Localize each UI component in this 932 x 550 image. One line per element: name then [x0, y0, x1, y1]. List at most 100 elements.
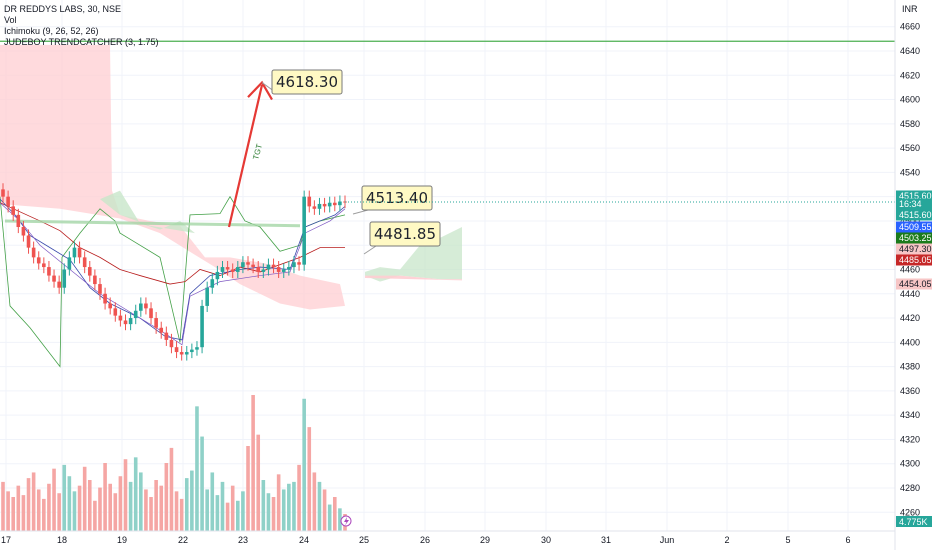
candle-body — [77, 247, 82, 258]
price-tick-label: 4560 — [900, 143, 920, 153]
price-tick-label: 4320 — [900, 434, 920, 444]
price-tick-label: 4620 — [900, 70, 920, 80]
candle-body — [113, 308, 118, 316]
price-tag-label: 16:34 — [899, 199, 922, 209]
volume-bar — [164, 463, 169, 531]
cloud-bull-left — [100, 190, 195, 234]
candle-body — [16, 214, 21, 228]
candle-body — [205, 287, 209, 306]
volume-bar — [36, 489, 41, 531]
time-tick-label: 22 — [178, 535, 188, 545]
legend-trendcatcher[interactable]: JUDEBOY TRENDCATCHER (3, 1.75) — [4, 37, 159, 47]
time-tick-label: 19 — [117, 535, 127, 545]
volume-bar — [11, 497, 16, 531]
candle-body — [215, 271, 220, 280]
candle-body — [236, 267, 240, 272]
candle-body — [21, 227, 26, 236]
legend-ichimoku[interactable]: Ichimoku (9, 26, 52, 26) — [4, 26, 99, 36]
volume-bars — [1, 395, 347, 531]
volume-bar — [322, 489, 327, 531]
candle-body — [256, 267, 261, 272]
callout-label: 4481.85 — [374, 225, 436, 243]
volume-bar — [128, 481, 133, 531]
candle-body — [287, 267, 291, 270]
candle-body — [225, 267, 230, 270]
volume-bar — [225, 502, 230, 531]
volume-bar — [6, 491, 10, 531]
candle-body — [276, 267, 281, 272]
candle-body — [1, 189, 5, 197]
candle-body — [169, 339, 174, 348]
volume-bar — [123, 459, 128, 531]
chart-grid — [0, 0, 895, 531]
price-tag-label: 4485.05 — [899, 255, 932, 265]
price-tick-label: 4280 — [900, 483, 920, 493]
price-tag-label: 4454.05 — [899, 279, 932, 289]
volume-bar — [256, 434, 261, 531]
price-tick-label: 4360 — [900, 386, 920, 396]
volume-bar — [266, 493, 271, 531]
price-axis[interactable]: INR4660464046204600458045604540452045004… — [894, 0, 920, 550]
price-tag-label: 4509.55 — [899, 222, 932, 232]
candle-body — [230, 269, 235, 272]
price-tick-label: 4660 — [900, 22, 920, 32]
cloud-bear — [0, 44, 345, 310]
volume-bar — [67, 476, 72, 531]
volume-tag — [896, 516, 932, 527]
volume-bar — [281, 489, 286, 531]
price-tag — [896, 198, 932, 210]
candle-body — [47, 267, 51, 276]
price-tag-label: 4503.25 — [899, 233, 932, 243]
lightning-icon-glyph — [344, 517, 349, 526]
candle-body — [241, 262, 245, 268]
legend-vol[interactable]: Vol — [4, 15, 17, 25]
kijun-line — [0, 202, 345, 285]
volume-bar — [169, 447, 174, 531]
candle-body — [52, 275, 56, 282]
volume-bar — [220, 481, 225, 531]
candle-body — [164, 332, 169, 340]
volume-bar — [241, 491, 245, 531]
price-tag — [896, 243, 932, 255]
price-tag — [896, 254, 932, 266]
candle-body — [281, 269, 286, 272]
candle-body — [67, 257, 72, 270]
time-tick-label: 24 — [299, 535, 309, 545]
candle-body — [266, 264, 271, 270]
candle-body — [36, 257, 41, 264]
callout-box — [271, 69, 343, 95]
volume-bar — [276, 474, 281, 531]
volume-bar — [251, 395, 255, 531]
price-tag — [896, 221, 932, 233]
volume-bar — [149, 497, 153, 531]
time-tick-label: 31 — [601, 535, 611, 545]
candle-body — [220, 267, 225, 272]
volume-bar — [118, 476, 123, 531]
volume-bar — [93, 500, 97, 531]
candle-body — [312, 206, 317, 209]
volume-bar — [332, 497, 337, 531]
volume-bar — [292, 481, 296, 531]
volume-bar — [42, 498, 46, 531]
volume-bar — [338, 508, 342, 531]
volume-bar — [21, 495, 26, 531]
volume-bar — [57, 493, 61, 531]
volume-bar — [87, 480, 92, 531]
price-tick-label: 4460 — [900, 265, 920, 275]
price-tick-label: 4420 — [900, 313, 920, 323]
candle-body — [297, 262, 301, 265]
candle-body — [6, 196, 10, 207]
volume-bar — [108, 483, 112, 531]
time-tick-label: Jun — [660, 535, 675, 545]
candle-body — [184, 352, 189, 355]
candle-body — [144, 303, 148, 309]
time-axis[interactable]: 17 18 19 22 23 24 25 26 29 30 31 Jun 2 5 6 — [0, 530, 895, 545]
legend-symbol[interactable]: DR REDDYS LABS, 30, NSE — [4, 4, 122, 14]
candle-body — [302, 196, 306, 265]
candle-body — [322, 203, 327, 207]
volume-bar — [72, 491, 77, 531]
callout-box — [361, 185, 433, 211]
candle-body — [332, 202, 337, 206]
volume-bar — [246, 446, 250, 531]
